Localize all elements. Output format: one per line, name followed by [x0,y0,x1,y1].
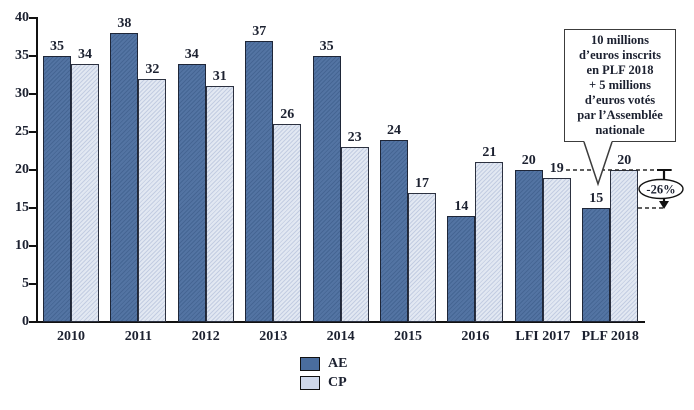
bar-cp-2010 [71,63,99,322]
bar-cp-lfi-2017 [542,177,571,322]
legend-label: AE [328,356,348,371]
bar-value-label: 37 [252,23,267,39]
bar-cp-plf-2018 [610,170,639,322]
y-tick-label: 20 [15,162,29,177]
bar-ae-2012 [177,63,206,322]
legend-label: CP [328,375,347,390]
y-tick-mark [29,283,38,285]
annotation-callout: 10 millions d’euros inscrits en PLF 2018 + … [564,29,676,142]
bar-ae-lfi-2017 [514,170,543,322]
callout-line: nationale [595,123,645,137]
y-tick-label: 10 [15,238,29,253]
bar-value-label: 38 [117,16,132,32]
callout-line: en PLF 2018 [586,63,654,77]
x-axis-label: 2016 [461,329,490,344]
bar-value-label: 23 [347,130,362,146]
bar-value-label: 14 [454,198,469,214]
bar-value-label: 34 [184,46,199,62]
y-tick-label: 15 [15,200,29,215]
bar-ae-2016 [447,215,476,322]
y-tick-label: 25 [15,124,29,139]
bar-value-label: 32 [145,61,160,77]
x-axis-label: 2013 [259,329,288,344]
x-axis-label: 2014 [326,329,355,344]
legend-item-ae: AE [300,356,347,371]
x-axis-label: 2010 [57,329,85,344]
bar-ae-2011 [110,33,139,322]
y-tick-mark [29,17,38,19]
bar-value-label: 15 [589,191,604,206]
bar-value-label: 20 [521,153,536,168]
bar-cp-2013 [273,124,302,322]
legend-item-cp: CP [300,375,347,390]
delta-ellipse [638,178,684,200]
y-tick-label: 5 [22,276,29,291]
bar-cp-2012 [205,86,234,322]
bar-value-label: 31 [212,69,227,85]
bar-value-label: 35 [50,39,64,54]
bar-ae-2013 [245,40,274,322]
bar-ae-2010 [43,56,71,322]
delta-arrow-head-icon [659,201,669,209]
y-tick-mark [29,131,38,133]
bar-cp-2011 [138,78,167,322]
legend-swatch-ae [300,356,320,371]
callout-pointer [584,140,612,184]
bar-cp-2015 [408,192,436,322]
bar-ae-2015 [380,139,408,322]
y-tick-mark [29,207,38,209]
y-axis-line [36,17,38,323]
bar-value-label: 21 [482,145,497,161]
bar-ae-2014 [312,56,341,322]
bar-cp-2016 [475,162,504,322]
legend-swatch-cp [300,375,320,390]
bar-value-label: 24 [387,122,401,138]
legend: AE CP [300,356,347,390]
x-axis-label: 2015 [394,329,422,344]
callout-line: d’euros inscrits [578,48,662,62]
bar-value-label: 20 [617,153,632,168]
bar-value-label: 34 [78,46,92,62]
y-tick-label: 0 [22,314,29,329]
y-tick-mark [29,93,38,95]
bar-value-label: 17 [415,175,429,191]
bar-value-label: 19 [549,160,564,176]
delta-label: -26% [646,183,675,197]
callout-line: par l’Assemblée [577,108,663,122]
x-axis-label: PLF 2018 [581,329,639,344]
bar-value-label: 26 [280,107,295,123]
y-tick-label: 40 [15,10,29,25]
y-tick-mark [29,169,38,171]
y-tick-label: 30 [15,86,29,101]
y-tick-mark [29,55,38,57]
bar-cp-2014 [340,147,369,322]
x-axis-label: LFI 2017 [515,329,571,344]
callout-line: d’euros votés [584,93,656,107]
y-tick-mark [29,245,38,247]
callout-line: 10 millions [591,33,649,47]
y-tick-label: 35 [15,48,29,63]
bar-value-label: 35 [319,39,334,54]
callout-line: + 5 millions [589,78,651,92]
callout-pointer-outline [583,141,613,187]
bar-ae-plf-2018 [582,208,611,322]
x-axis-label: 2011 [124,329,153,344]
x-axis-label: 2012 [191,329,220,344]
x-axis-line [30,321,645,323]
